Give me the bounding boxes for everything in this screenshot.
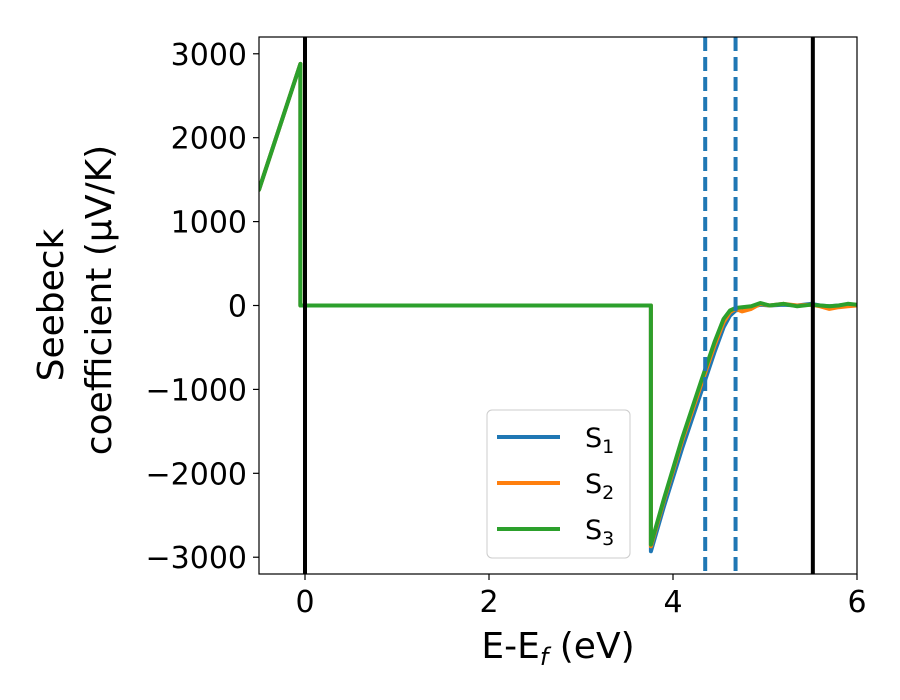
series-line-s3 — [259, 61, 857, 547]
y-tick-label: −2000 — [146, 457, 247, 492]
y-tick-label: −3000 — [146, 541, 247, 576]
x-axis-ticks: 0 2 4 6 — [295, 574, 867, 620]
x-axis-label-unit: (eV) — [548, 626, 634, 667]
plot-lines — [259, 61, 857, 554]
y-tick-label: 3000 — [171, 38, 247, 73]
reference-vertical-lines — [303, 37, 815, 574]
legend: S1 S2 S3 — [486, 409, 631, 559]
y-tick-label: 1000 — [171, 206, 247, 241]
y-tick-label: 2000 — [171, 122, 247, 157]
y-axis-label-line1: Seebeck — [31, 228, 72, 381]
x-tick-label: 2 — [479, 585, 498, 620]
y-tick-label: 0 — [228, 290, 247, 325]
x-tick-label: 6 — [847, 585, 866, 620]
x-tick-label: 0 — [295, 585, 314, 620]
legend-label-s2: S2 — [585, 469, 614, 504]
y-axis-label-line2: coefficient (μV/K) — [79, 145, 120, 455]
legend-label-s3: S3 — [585, 515, 614, 550]
x-tick-label: 4 — [663, 585, 682, 620]
x-axis-label: E-Ef (eV) — [481, 626, 634, 671]
y-axis-ticks: −3000 −2000 −1000 0 1000 2000 3000 — [146, 38, 259, 576]
y-tick-label: −1000 — [146, 373, 247, 408]
x-axis-label-main: E-E — [481, 626, 539, 667]
legend-label-s1: S1 — [585, 423, 614, 458]
y-axis-label: Seebeck coefficient (μV/K) — [31, 145, 120, 455]
